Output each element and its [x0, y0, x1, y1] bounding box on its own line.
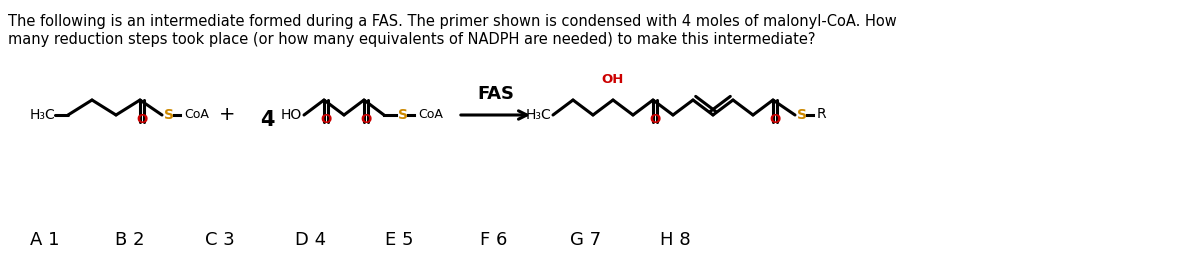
- Text: B 2: B 2: [115, 231, 144, 249]
- Text: S: S: [398, 108, 408, 122]
- Text: OH: OH: [602, 73, 624, 86]
- Text: CoA: CoA: [418, 109, 443, 121]
- Text: FAS: FAS: [478, 85, 514, 103]
- Text: O: O: [360, 113, 372, 126]
- Text: O: O: [769, 113, 781, 126]
- Text: many reduction steps took place (or how many equivalents of NADPH are needed) to: many reduction steps took place (or how …: [8, 32, 816, 47]
- Text: S: S: [164, 108, 174, 122]
- Text: A 1: A 1: [30, 231, 60, 249]
- Text: The following is an intermediate formed during a FAS. The primer shown is conden: The following is an intermediate formed …: [8, 14, 896, 29]
- Text: O: O: [649, 113, 661, 126]
- Text: CoA: CoA: [184, 109, 209, 121]
- Text: O: O: [137, 113, 148, 126]
- Text: HO: HO: [281, 108, 302, 122]
- Text: G 7: G 7: [570, 231, 601, 249]
- Text: O: O: [320, 113, 331, 126]
- Text: S: S: [797, 108, 808, 122]
- Text: H 8: H 8: [660, 231, 691, 249]
- Text: 4: 4: [259, 110, 275, 130]
- Text: +: +: [218, 105, 235, 125]
- Text: D 4: D 4: [295, 231, 326, 249]
- Text: E 5: E 5: [385, 231, 414, 249]
- Text: C 3: C 3: [205, 231, 235, 249]
- Text: F 6: F 6: [480, 231, 508, 249]
- Text: H₃C: H₃C: [526, 108, 551, 122]
- Text: H₃C: H₃C: [29, 108, 55, 122]
- Text: R: R: [817, 107, 827, 121]
